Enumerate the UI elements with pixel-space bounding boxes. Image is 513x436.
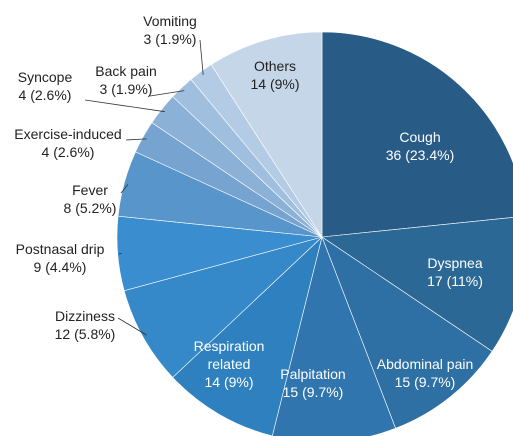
category-label: Vomiting	[143, 13, 197, 29]
slice-label: Others 14 (9%)	[250, 57, 299, 93]
value-label: 12 (5.8%)	[54, 326, 116, 342]
slice-label: Abdominal pain 15 (9.7%)	[377, 355, 474, 391]
category-label: Abdominal pain	[376, 356, 474, 372]
slice-label: Syncope 4 (2.6%)	[18, 68, 72, 104]
value-label: 3 (1.9%)	[99, 81, 153, 97]
slice-label: Dizziness 12 (5.8%)	[55, 307, 116, 343]
category-label: Respiration related	[193, 338, 265, 372]
value-label: 8 (5.2%)	[63, 200, 117, 216]
value-label: 4 (2.6%)	[18, 87, 72, 103]
slice-label: Palpitation 15 (9.7%)	[280, 365, 345, 401]
value-label: 17 (11%)	[427, 273, 483, 289]
leader-line	[120, 184, 129, 194]
leader-line	[117, 317, 147, 336]
value-label: 15 (9.7%)	[282, 384, 344, 400]
value-label: 3 (1.9%)	[143, 31, 197, 47]
value-label: 14 (9%)	[250, 76, 300, 92]
category-label: Fever	[72, 182, 108, 198]
leader-line	[125, 138, 147, 141]
slice-label: Respiration related 14 (9%)	[184, 337, 274, 391]
value-label: 14 (9%)	[204, 374, 254, 390]
pie-slice	[321, 31, 513, 238]
category-label: Exercise-induced	[14, 126, 122, 142]
category-label: Dyspnea	[427, 255, 483, 271]
leader-line	[118, 252, 122, 255]
slice-label: Back pain 3 (1.9%)	[95, 62, 156, 98]
category-label: Cough	[399, 129, 441, 145]
leader-line	[149, 90, 185, 97]
value-label: 36 (23.4%)	[385, 147, 455, 163]
slice-label: Vomiting 3 (1.9%)	[143, 12, 197, 48]
leader-line	[199, 39, 204, 75]
pie-slice	[123, 236, 323, 378]
value-label: 4 (2.6%)	[41, 144, 95, 160]
value-label: 15 (9.7%)	[394, 374, 456, 390]
slice-label: Dyspnea 17 (11%)	[427, 254, 483, 290]
value-label: 9 (4.4%)	[33, 259, 87, 275]
pie-slice	[172, 236, 323, 436]
pie-slice	[321, 217, 513, 352]
category-label: Postnasal drip	[15, 241, 105, 257]
slice-label: Fever 8 (5.2%)	[64, 181, 117, 217]
pie-slice	[210, 31, 323, 239]
category-label: Syncope	[17, 69, 73, 85]
category-label: Others	[253, 58, 296, 74]
slice-label: Exercise-induced 4 (2.6%)	[14, 125, 121, 161]
slice-label: Postnasal drip 9 (4.4%)	[16, 240, 105, 276]
leader-line	[84, 99, 165, 113]
pie-slice	[321, 236, 493, 429]
slice-label: Cough 36 (23.4%)	[386, 128, 454, 164]
pie-slice	[271, 236, 396, 436]
category-label: Back pain	[95, 63, 157, 79]
category-label: Palpitation	[280, 366, 346, 382]
category-label: Dizziness	[55, 308, 115, 324]
